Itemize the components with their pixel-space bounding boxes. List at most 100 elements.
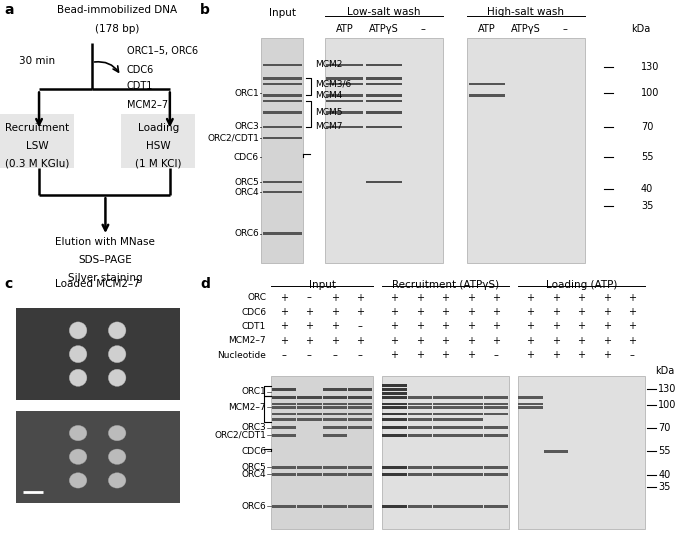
Text: +: + [390,336,399,346]
Bar [408,505,432,507]
Text: ORC5: ORC5 [234,178,259,186]
Bar [366,126,402,128]
Bar [382,407,407,409]
Bar [263,77,301,80]
Bar [263,126,301,128]
Bar [433,466,458,469]
Bar [297,412,321,415]
Bar [467,38,584,263]
Bar [382,396,407,399]
Text: Recruitment: Recruitment [5,124,69,133]
Text: MCM2–7: MCM2–7 [127,100,168,110]
Text: MCM7: MCM7 [315,122,342,132]
Bar [348,407,373,409]
Bar [382,392,407,395]
Bar [323,426,347,429]
Text: c: c [4,277,12,291]
Bar [484,505,508,507]
Text: CDC6: CDC6 [241,308,266,316]
Text: CDC6: CDC6 [241,447,266,456]
Bar [518,403,543,405]
Text: +: + [280,322,288,331]
Bar [327,126,363,128]
Text: ATP: ATP [336,24,353,34]
Bar [484,403,508,405]
Bar [323,407,347,409]
Ellipse shape [69,473,87,488]
Bar [272,505,296,507]
Bar [348,473,373,476]
Bar [433,505,458,507]
Text: –: – [358,322,362,331]
Bar [366,100,402,103]
Bar [382,388,407,391]
Text: Low-salt wash: Low-salt wash [347,7,421,17]
Bar [366,63,402,67]
Bar [327,94,363,97]
Text: +: + [280,307,288,317]
Bar [348,505,373,507]
Ellipse shape [69,322,87,339]
Text: ATPγS: ATPγS [511,24,540,34]
Bar [366,94,402,97]
Bar [382,473,407,476]
Bar [323,466,347,469]
Bar [408,434,432,437]
Ellipse shape [69,346,87,362]
Text: +: + [441,307,449,317]
Text: CDT1: CDT1 [242,322,266,331]
Text: +: + [280,293,288,302]
Text: 100: 100 [641,88,659,98]
Text: MCM4: MCM4 [315,91,342,100]
Bar [458,466,483,469]
Text: MCM5: MCM5 [315,108,342,117]
Bar [458,473,483,476]
Text: (1 M KCl): (1 M KCl) [135,158,182,169]
Text: SDS–PAGE: SDS–PAGE [79,255,132,265]
Bar [458,407,483,409]
Text: ORC1–5, ORC6: ORC1–5, ORC6 [127,46,198,56]
Text: ORC1: ORC1 [234,89,259,98]
FancyBboxPatch shape [121,114,195,168]
Text: +: + [356,336,364,346]
Bar [263,100,301,103]
Bar [433,418,458,420]
Text: 130: 130 [658,384,677,395]
Text: +: + [492,293,500,302]
Text: +: + [441,351,449,360]
Bar [458,412,483,415]
Text: +: + [306,336,313,346]
Text: +: + [628,307,636,317]
Bar [518,396,543,399]
Bar [433,407,458,409]
Text: +: + [577,307,585,317]
Bar [484,426,508,429]
Bar [484,407,508,409]
Bar [408,473,432,476]
Bar [272,412,296,415]
Text: CDC6: CDC6 [234,153,259,162]
Text: –: – [282,351,286,360]
Bar [263,94,301,97]
Bar [408,466,432,469]
Text: 100: 100 [658,401,677,410]
Bar [433,426,458,429]
Text: +: + [306,322,313,331]
Text: +: + [552,293,560,302]
Ellipse shape [69,449,87,465]
Bar [323,396,347,399]
Text: Loading (ATP): Loading (ATP) [545,280,617,291]
Text: ORC1: ORC1 [242,387,266,396]
Text: d: d [200,277,210,291]
Text: +: + [390,293,399,302]
Bar [484,466,508,469]
Text: +: + [492,322,500,331]
Text: +: + [603,293,611,302]
Text: +: + [466,293,475,302]
Text: +: + [416,351,424,360]
Text: ORC3: ORC3 [242,423,266,432]
Ellipse shape [108,369,126,386]
Bar [297,466,321,469]
Bar [366,180,402,183]
Text: 70: 70 [658,423,671,433]
